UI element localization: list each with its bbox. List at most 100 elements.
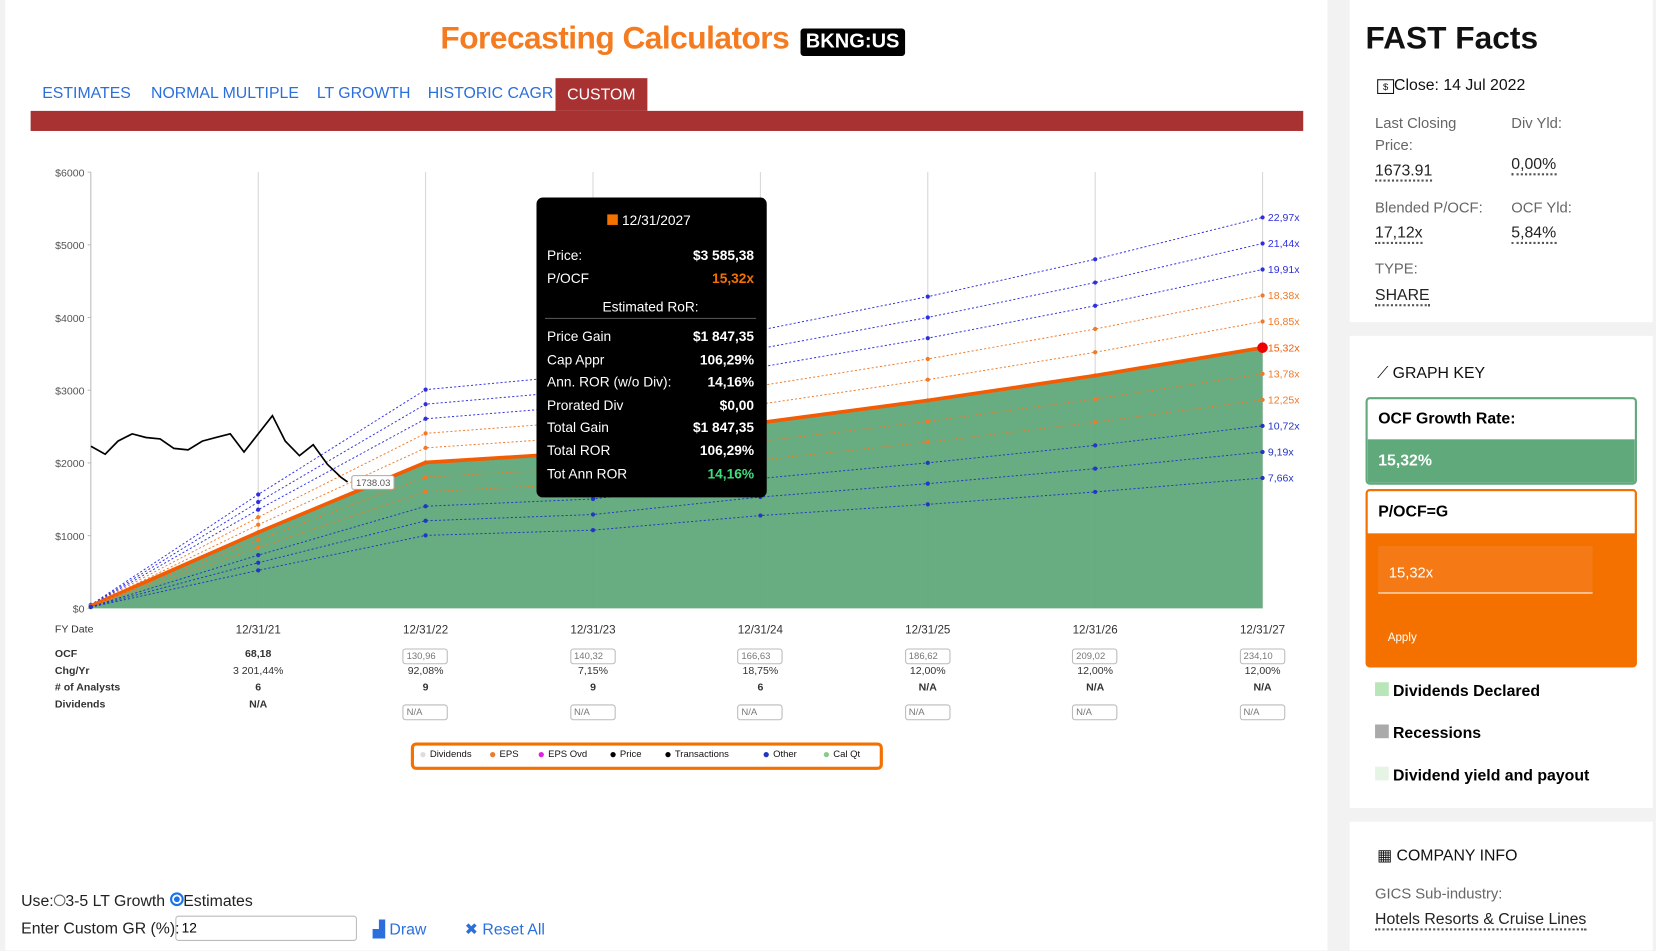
fast-facts-title: FAST Facts [1365, 21, 1539, 56]
point [256, 522, 261, 527]
radio-checked[interactable] [169, 892, 184, 907]
tooltip-label: Price Gain [547, 328, 612, 345]
tab[interactable]: NORMAL MULTIPLE [151, 84, 299, 103]
y-tick-label: $0 [73, 604, 85, 616]
point [1093, 396, 1098, 402]
tooltip-value: 106,29% [699, 442, 755, 459]
point [590, 528, 596, 533]
cell-input: N/A [737, 704, 783, 721]
point [423, 445, 428, 450]
series-label: 10,72x [1268, 421, 1300, 433]
point [423, 431, 428, 436]
growth-label: OCF Growth Rate: [1378, 409, 1516, 428]
tab-bar [30, 110, 1304, 131]
graph-key-header: ⟋ GRAPH KEY [1377, 364, 1486, 383]
price-line [90, 414, 349, 483]
cell: 9 [590, 682, 596, 694]
x-tick-label: 12/31/24 [738, 624, 784, 637]
tooltip-label: Tot Ann ROR [547, 465, 628, 482]
point [1260, 449, 1265, 455]
growth-value: 15,32% [1367, 439, 1635, 483]
pocf-box: P/OCF=G 15,32x Apply [1365, 488, 1637, 668]
point [1260, 397, 1265, 402]
cell: 92,08% [407, 665, 444, 677]
tab[interactable]: HISTORIC CAGR [427, 84, 554, 103]
fast-facts-card [1349, 0, 1653, 323]
price-label: 1738.03 [356, 478, 390, 489]
cell: 68,18 [244, 648, 272, 661]
legend-item: Price [610, 749, 642, 759]
y-tick-label: $3000 [55, 385, 84, 397]
ticker: BKNG:US [800, 28, 905, 56]
legend-marker [665, 752, 671, 758]
use-row: Use: 3-5 LT Growth Estimates [21, 892, 253, 910]
tab[interactable]: ESTIMATES [42, 84, 131, 103]
series-label: 9,19x [1268, 447, 1295, 459]
series-label: 13,78x [1268, 368, 1300, 380]
cell: 6 [757, 682, 764, 694]
point [423, 489, 428, 494]
series-label: 19,91x [1268, 264, 1300, 276]
close-date: Close: 14 Jul 2022 [1394, 76, 1526, 94]
cell: N/A [249, 699, 268, 711]
cell: N/A [1086, 682, 1105, 694]
close-row: $ Close: 14 Jul 2022 [1377, 76, 1525, 94]
company-title: COMPANY INFO [1396, 846, 1518, 865]
cell: 18,75% [742, 665, 779, 677]
point [423, 387, 428, 392]
point [256, 515, 261, 520]
cell-input: N/A [1071, 704, 1118, 721]
tooltip-heading: Estimated RoR: [602, 298, 699, 315]
series-line [90, 321, 1263, 607]
legend-label: Other [773, 748, 797, 760]
point [1093, 257, 1098, 262]
series-line [90, 242, 1263, 606]
y-tick-label: $6000 [55, 167, 84, 179]
legend-item: Transactions [665, 749, 729, 759]
point [1093, 420, 1098, 425]
point [256, 507, 261, 512]
cell: 9 [422, 682, 429, 694]
divider [544, 317, 757, 319]
custom-input[interactable]: 12 [175, 915, 357, 941]
draw-button[interactable]: ▟ Draw [372, 920, 427, 939]
legend-item: EPS [490, 748, 519, 760]
tooltip-label: Cap Appr [547, 351, 605, 368]
pocf-label: P/OCF=G [1367, 491, 1635, 534]
tab[interactable]: LT GROWTH [316, 84, 411, 103]
row-label: OCF [54, 648, 78, 661]
point [256, 553, 261, 558]
tab-active[interactable]: CUSTOM [555, 78, 648, 111]
x-tick-label: 12/31/22 [403, 624, 448, 637]
legend-marker [420, 752, 426, 758]
point [925, 356, 930, 362]
cell: N/A [1253, 682, 1272, 694]
reset-button[interactable]: ✖ Reset All [464, 920, 545, 939]
legend-item: Dividends [420, 749, 472, 759]
cell-input: N/A [1239, 704, 1285, 721]
point [1260, 475, 1265, 481]
tooltip-value: $0,00 [719, 396, 755, 413]
pocf-input[interactable]: 15,32x [1378, 546, 1593, 594]
key-item: Dividends Declared [1375, 682, 1540, 700]
point [925, 502, 930, 507]
point [88, 605, 93, 610]
y-tick-label: $1000 [55, 531, 84, 543]
growth-box: OCF Growth Rate: 15,32% [1365, 397, 1637, 485]
legend-label: EPS [499, 748, 519, 760]
point [925, 419, 930, 424]
fact-label: Blended P/OCF: [1375, 198, 1483, 216]
point [423, 504, 428, 509]
row-label: Chg/Yr [54, 665, 90, 677]
point [256, 537, 261, 543]
apply-button[interactable]: Apply [1387, 631, 1417, 645]
point [423, 518, 428, 523]
tooltip-date: 12/31/2027 [622, 212, 691, 229]
x-tick-label: 12/31/23 [570, 624, 615, 637]
legend-marker [490, 752, 496, 758]
point [423, 460, 428, 465]
radio[interactable] [53, 894, 66, 907]
cell-input: 130,96 [402, 648, 448, 665]
series-label: 18,38x [1268, 290, 1300, 302]
legend-item: EPS Ovd [538, 749, 587, 759]
